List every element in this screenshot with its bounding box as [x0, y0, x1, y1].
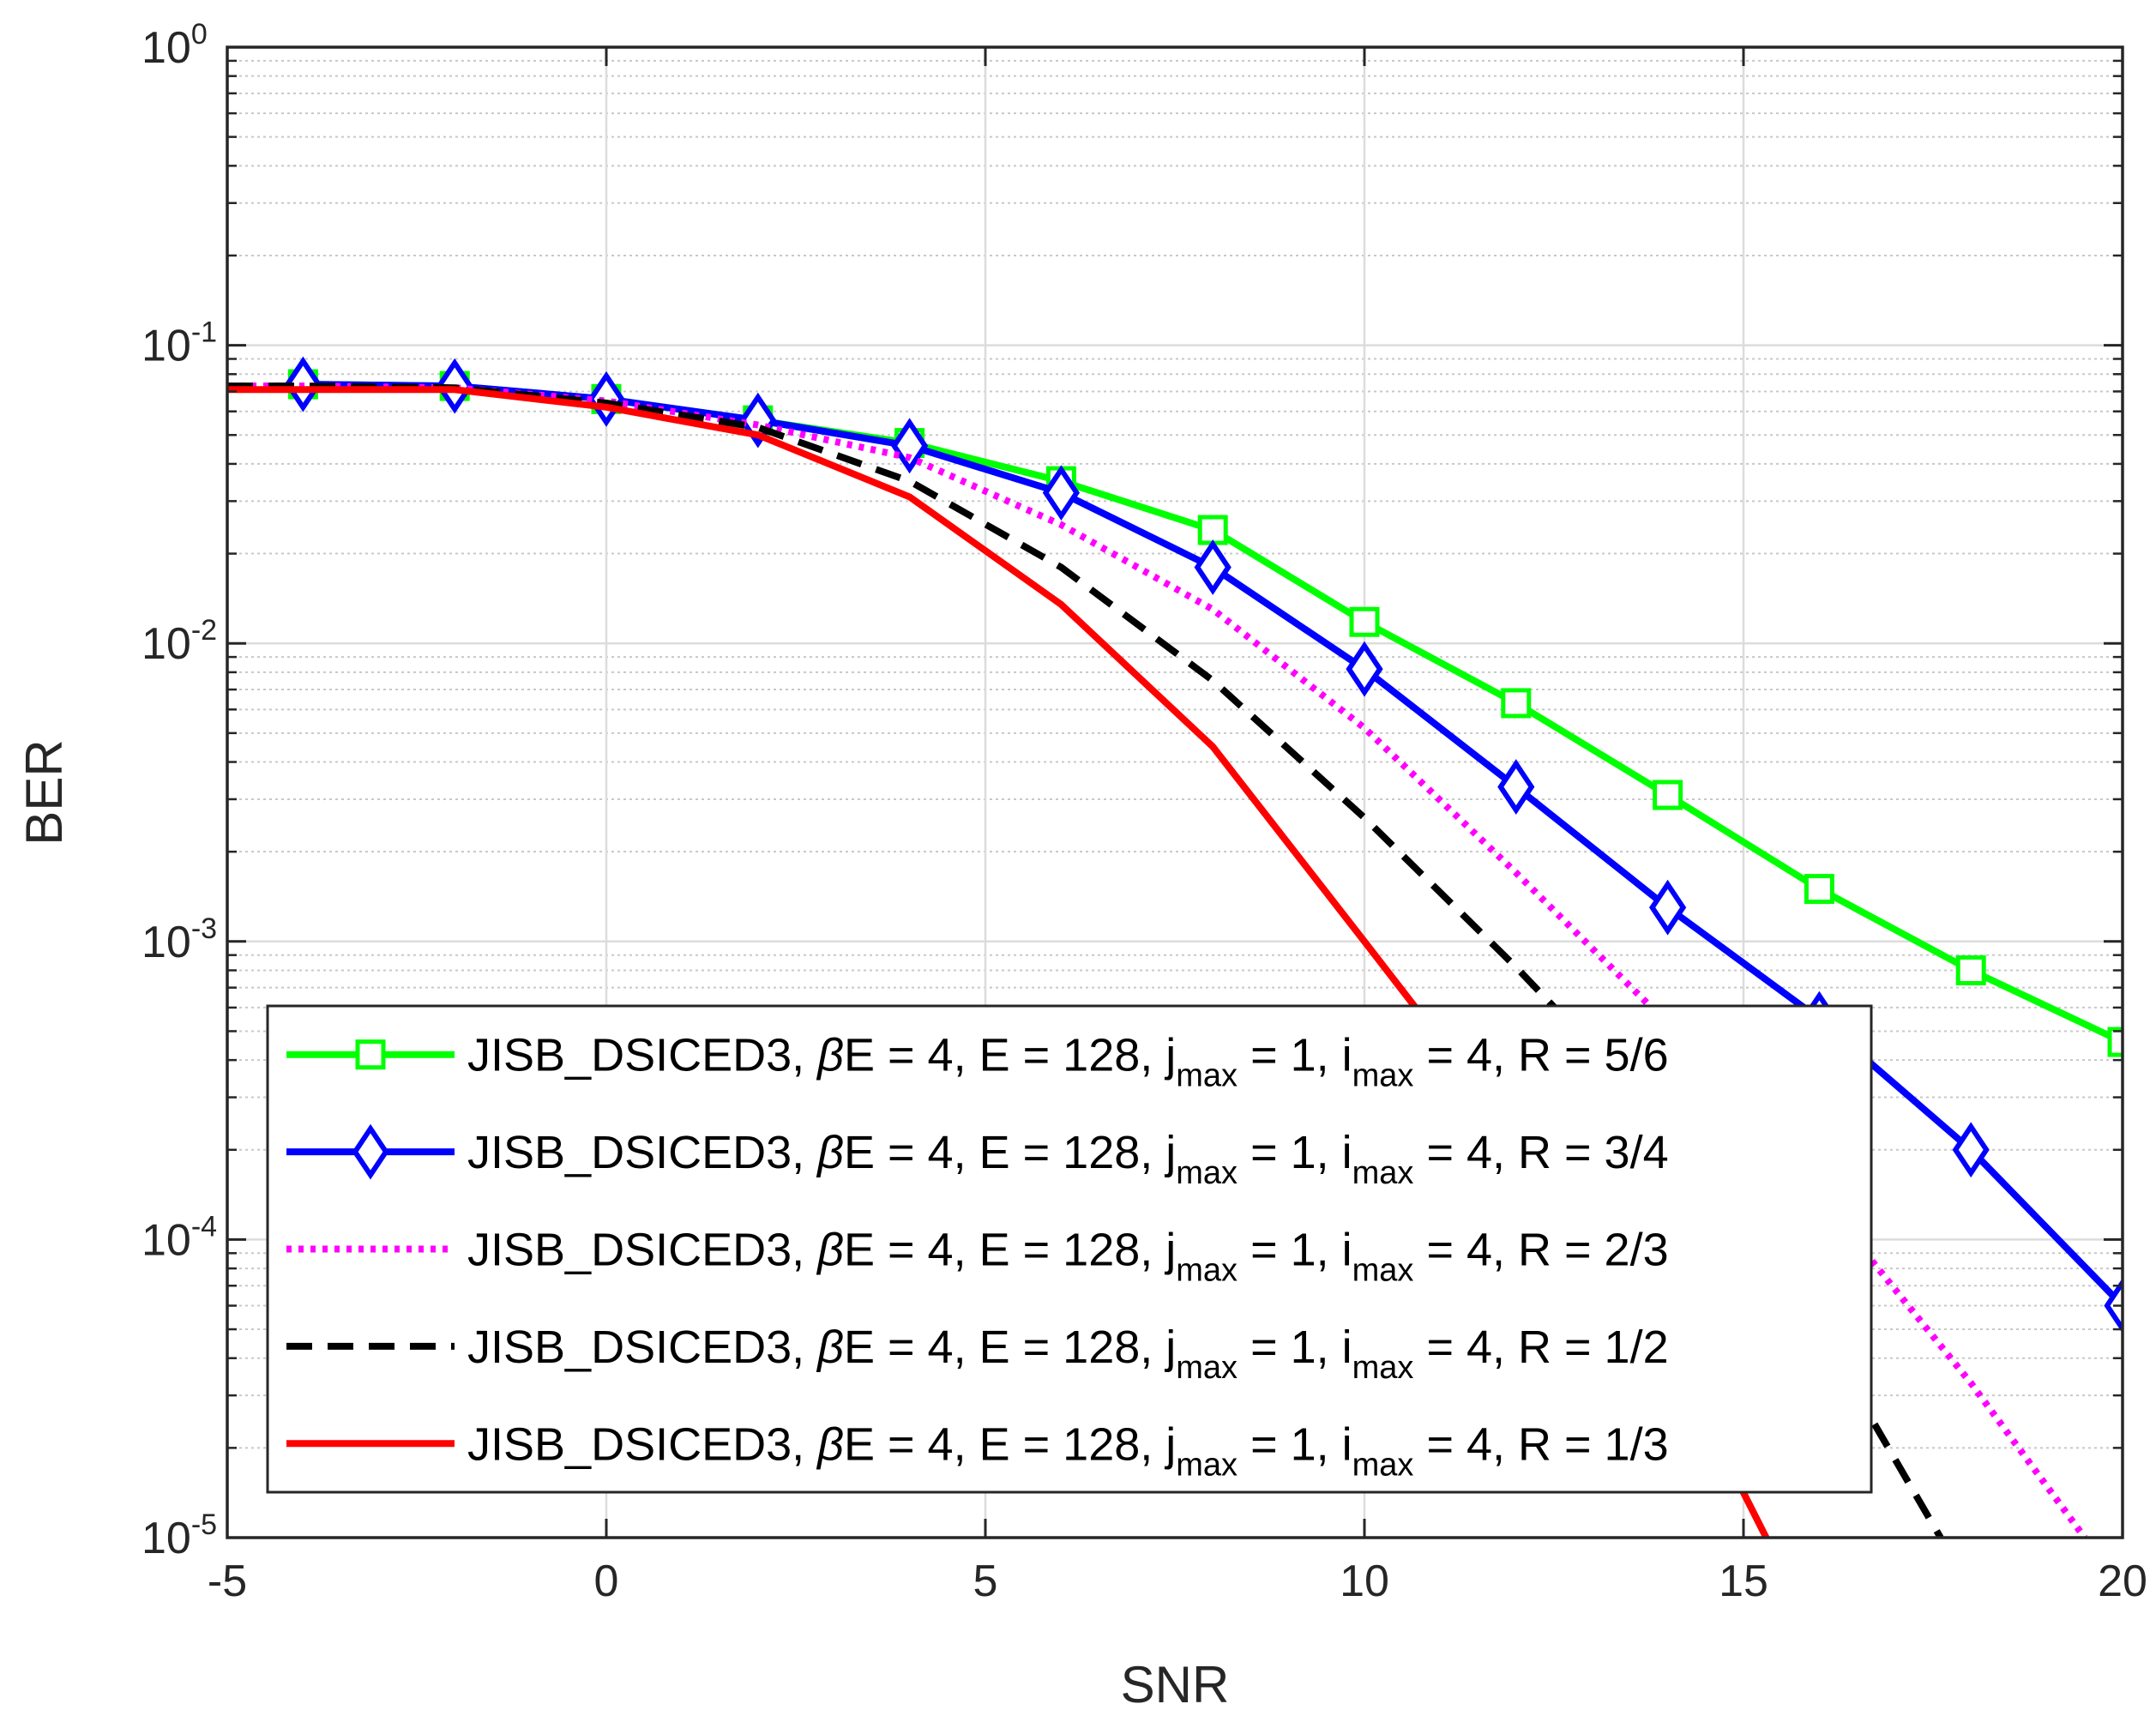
legend-entry: JISB_DSICED3, βE = 4, E = 128, jmax = 1,… — [286, 1225, 1669, 1289]
legend-label: JISB_DSICED3, βE = 4, E = 128, jmax = 1,… — [467, 1322, 1669, 1386]
axis-ticks — [226, 45, 2124, 1539]
axes-box — [226, 45, 2124, 1539]
legend: JISB_DSICED3, βE = 4, E = 128, jmax = 1,… — [266, 1004, 1873, 1494]
legend-entry: JISB_DSICED3, βE = 4, E = 128, jmax = 1,… — [286, 1123, 1669, 1191]
y-tick-label: 10-1 — [142, 316, 217, 371]
series-marker — [1501, 688, 1532, 719]
x-tick-label: 10 — [1340, 1556, 1389, 1606]
series-marker — [1194, 539, 1232, 595]
x-tick-label: 20 — [2098, 1556, 2147, 1606]
x-tick-label: -5 — [208, 1556, 247, 1606]
x-tick-labels: -5 0 5 10 15 20 — [208, 1556, 2147, 1606]
series-marker — [1349, 606, 1380, 637]
series-marker — [1197, 515, 1228, 545]
series-marker — [1042, 465, 1081, 521]
legend-label: JISB_DSICED3, βE = 4, E = 128, jmax = 1,… — [467, 1225, 1669, 1289]
series-marker — [1955, 954, 1986, 985]
x-tick-label: 5 — [973, 1556, 998, 1606]
series-marker — [1653, 780, 1683, 810]
x-axis-label: SNR — [1121, 1656, 1230, 1713]
legend-entry: JISB_DSICED3, βE = 4, E = 128, jmax = 1,… — [286, 1418, 1669, 1483]
y-axis-label: BER — [15, 739, 73, 845]
y-tick-label: 10-2 — [142, 614, 217, 669]
series-marker — [890, 418, 929, 474]
series-marker — [355, 1039, 386, 1070]
legend-label: JISB_DSICED3, βE = 4, E = 128, jmax = 1,… — [467, 1418, 1669, 1483]
y-tick-label: 10-5 — [142, 1508, 217, 1563]
legend-entry: JISB_DSICED3, βE = 4, E = 128, jmax = 1,… — [286, 1030, 1669, 1094]
legend-entry: JISB_DSICED3, βE = 4, E = 128, jmax = 1,… — [286, 1322, 1669, 1386]
series-marker — [1952, 1122, 1990, 1178]
series-marker — [1346, 641, 1383, 697]
legend-label: JISB_DSICED3, βE = 4, E = 128, jmax = 1,… — [467, 1030, 1669, 1094]
series-marker — [1648, 879, 1687, 936]
series-marker — [2107, 1027, 2123, 1057]
series-marker — [1497, 759, 1535, 815]
x-tick-label: 15 — [1719, 1556, 1768, 1606]
legend-box — [266, 1004, 1873, 1494]
series-marker — [1804, 874, 1834, 905]
y-tick-label: 100 — [142, 18, 208, 73]
series-marker — [352, 1123, 389, 1180]
y-tick-labels: 100 10-1 10-2 10-3 10-4 10-5 — [142, 18, 217, 1563]
x-tick-label: 0 — [594, 1556, 619, 1606]
legend-label: JISB_DSICED3, βE = 4, E = 128, jmax = 1,… — [467, 1127, 1669, 1191]
y-tick-label: 10-3 — [142, 912, 217, 967]
y-tick-label: 10-4 — [142, 1210, 217, 1265]
